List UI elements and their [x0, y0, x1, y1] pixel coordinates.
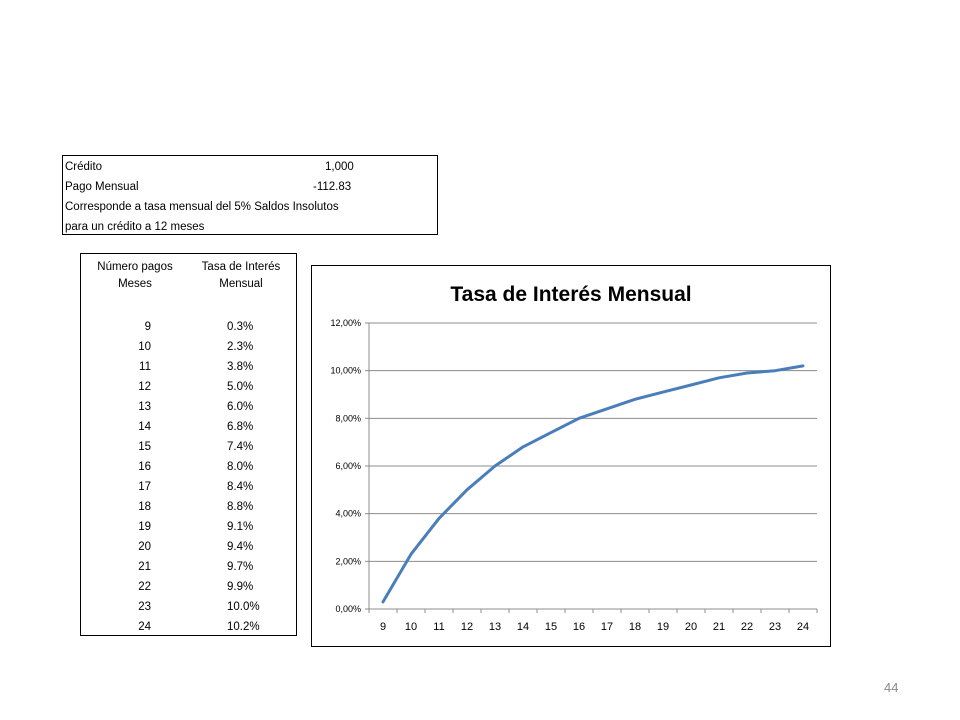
table-cell-months: 9: [144, 321, 151, 333]
table-cell-rate: 2.3%: [227, 341, 254, 353]
y-tick-label: 8,00%: [335, 413, 361, 423]
series-layer: [381, 364, 805, 604]
x-tick-label: 10: [405, 621, 417, 633]
credit-info-box: Crédito 1,000 Pago Mensual -112.83 Corre…: [62, 155, 438, 235]
table-cell-rate: 8.4%: [227, 481, 254, 493]
table-cell-months: 23: [138, 601, 151, 613]
table-cell-rate: 9.4%: [227, 541, 254, 553]
y-tick-label: 6,00%: [335, 461, 361, 471]
x-tick-label: 24: [797, 621, 809, 633]
grid-lines: [369, 322, 817, 562]
table-cell-months: 15: [138, 441, 151, 453]
table-cell-rate: 6.0%: [227, 401, 254, 413]
table-header-months: Número pagos Meses: [97, 261, 173, 290]
x-tick-label: 16: [573, 621, 585, 633]
x-tick-label: 23: [769, 621, 781, 633]
table-cell-rate: 10.2%: [227, 621, 260, 633]
x-tick-label: 12: [461, 621, 473, 633]
table-cell-months: 18: [138, 501, 151, 513]
y-tick-label: 2,00%: [335, 556, 361, 566]
table-cell-months: 20: [138, 541, 151, 553]
table-cell-months: 22: [138, 581, 151, 593]
x-tick-label: 13: [489, 621, 501, 633]
table-cell-rate: 8.0%: [227, 461, 254, 473]
table-cell-rate: 9.7%: [227, 561, 254, 573]
table-cell-rate: 5.0%: [227, 381, 254, 393]
y-tick-label: 4,00%: [335, 509, 361, 519]
table-cell-months: 13: [138, 401, 151, 413]
y-tick-label: 12,00%: [330, 318, 361, 328]
table-cell-rate: 9.9%: [227, 581, 254, 593]
series-line: [381, 364, 805, 604]
table-cell-months: 17: [138, 481, 151, 493]
table-cell-rate: 7.4%: [227, 441, 254, 453]
x-tick-label: 19: [657, 621, 669, 633]
table-cell-months: 16: [138, 461, 151, 473]
table-header-rate: Tasa de Interés Mensual: [201, 261, 281, 290]
table-cell-months: 19: [138, 521, 151, 533]
x-tick-label: 11: [433, 621, 444, 633]
table-cell-rate: 9.1%: [227, 521, 254, 533]
table-cell-months: 24: [138, 621, 151, 633]
table-cell-rate: 0.3%: [227, 321, 254, 333]
x-tick-label: 20: [685, 621, 697, 633]
table-cell-rate: 8.8%: [227, 501, 254, 513]
table-cell-months: 12: [138, 381, 151, 393]
x-tick-label: 21: [713, 621, 725, 633]
y-tick-label: 10,00%: [330, 366, 361, 376]
rate-table: Número pagos Meses Tasa de Interés Mensu…: [80, 253, 297, 636]
table-cell-months: 21: [138, 561, 151, 573]
credit-value: 1,000: [325, 161, 354, 173]
tick-labels: 0,00% 2,00% 4,00% 6,00% 8,00% 10,00% 12,00% 9 10…: [330, 318, 809, 633]
x-tick-label: 9: [380, 621, 386, 633]
page-number: 44: [884, 680, 899, 695]
table-cell-months: 11: [139, 361, 151, 373]
x-tick-label: 14: [517, 621, 529, 633]
payment-label: Pago Mensual: [65, 181, 139, 193]
payment-value: -112.83: [313, 181, 352, 193]
table-cell-rate: 3.8%: [227, 361, 254, 373]
note-line-2: para un crédito a 12 meses: [65, 221, 205, 233]
x-tick-label: 15: [545, 621, 557, 633]
table-cell-rate: 10.0%: [227, 601, 260, 613]
credit-label: Crédito: [65, 161, 103, 173]
note-line-1: Corresponde a tasa mensual del 5% Saldos…: [65, 201, 339, 213]
chart-container: Tasa de Interés Mensual 0,00% 2,00% 4,00% 6…: [311, 265, 831, 647]
x-tick-label: 22: [741, 621, 753, 633]
table-cell-months: 14: [138, 421, 151, 433]
y-tick-label: 0,00%: [335, 604, 361, 614]
axes: [365, 322, 818, 613]
line-chart: Tasa de Interés Mensual 0,00% 2,00% 4,00% 6…: [330, 283, 818, 633]
table-cell-months: 10: [138, 341, 151, 353]
table-cell-rate: 6.8%: [227, 421, 254, 433]
x-tick-label: 18: [629, 621, 641, 633]
chart-title: Tasa de Interés Mensual: [450, 283, 691, 306]
x-tick-label: 17: [601, 621, 613, 633]
